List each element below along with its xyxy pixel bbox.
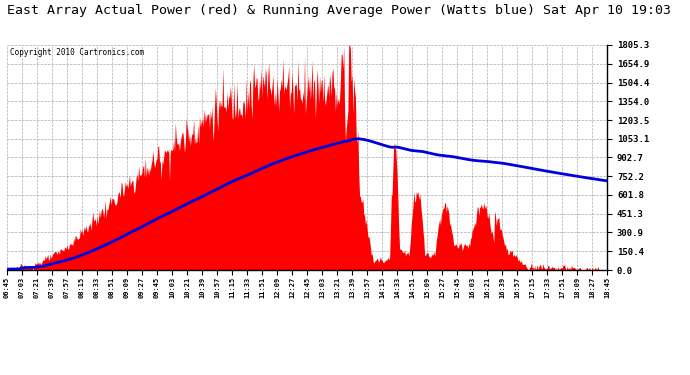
Text: Copyright 2010 Cartronics.com: Copyright 2010 Cartronics.com [10, 48, 144, 57]
Text: East Array Actual Power (red) & Running Average Power (Watts blue) Sat Apr 10 19: East Array Actual Power (red) & Running … [7, 4, 671, 17]
